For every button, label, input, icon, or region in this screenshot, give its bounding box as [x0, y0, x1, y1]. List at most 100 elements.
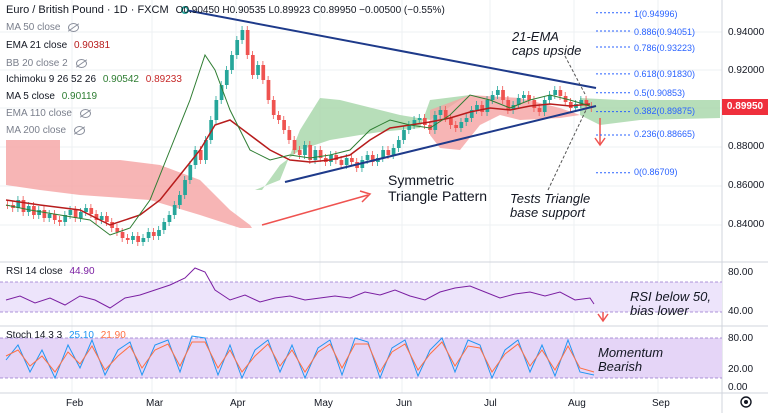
candle: [42, 210, 47, 218]
ichimoku-cloud-red-2: [430, 95, 580, 150]
candle: [292, 140, 297, 150]
candle: [183, 180, 187, 195]
stoch-legend[interactable]: Stoch 14 3 3 25.10 21.90: [6, 330, 126, 341]
hidden-eye-icon[interactable]: [79, 108, 91, 118]
indicator-ema110[interactable]: EMA 110 close: [6, 108, 91, 120]
candle: [490, 95, 495, 100]
candle: [37, 210, 41, 215]
rsi-band: [0, 282, 722, 312]
candle: [449, 118, 453, 125]
candle: [214, 100, 219, 120]
candle: [193, 150, 198, 165]
candle: [172, 205, 177, 215]
candle: [282, 120, 286, 130]
candle: [475, 105, 479, 110]
candle: [297, 150, 302, 155]
y-axis-label: 0.92000: [728, 65, 765, 76]
candle: [235, 40, 240, 55]
annotation-pattern: Symmetric Triangle Pattern: [388, 172, 488, 204]
candle: [219, 85, 224, 100]
candle: [417, 118, 422, 120]
x-axis-label: Jul: [484, 398, 497, 409]
settings-gear-icon[interactable]: [740, 396, 752, 408]
indicator-ma5[interactable]: MA 5 close 0.90119: [6, 91, 98, 102]
candle: [527, 95, 531, 100]
stoch-d-line: [5, 341, 595, 374]
x-axis-label: Mar: [146, 398, 164, 409]
hidden-eye-icon[interactable]: [73, 125, 85, 135]
candle: [313, 150, 318, 160]
y-axis-label: 0.84000: [728, 219, 765, 230]
candle: [230, 55, 234, 70]
candle: [16, 200, 21, 208]
candle: [407, 125, 412, 130]
candle: [334, 155, 339, 160]
candle: [344, 158, 349, 165]
hidden-eye-icon[interactable]: [68, 22, 80, 32]
candle: [391, 148, 396, 155]
candle: [141, 238, 146, 242]
indicator-ichimoku[interactable]: Ichimoku 9 26 52 26 0.90542 0.89233: [6, 74, 182, 85]
candle: [464, 118, 469, 122]
fib-label: 0.786(0.93223): [634, 43, 696, 53]
fib-label: 0.236(0.88665): [634, 129, 696, 139]
indicator-ma200[interactable]: MA 200 close: [6, 125, 85, 137]
x-axis-label: Apr: [230, 398, 246, 409]
triangle-lower-line: [284, 105, 597, 183]
indicator-ma50[interactable]: MA 50 close: [6, 22, 80, 34]
candle: [542, 100, 547, 112]
symbol-title[interactable]: Euro / British Pound · 1D · FXCM: [6, 4, 169, 16]
stoch-axis-label: 0.00: [728, 382, 748, 393]
candle: [548, 95, 552, 100]
candles: [6, 26, 594, 246]
candle: [204, 140, 208, 160]
x-axis-label: May: [314, 398, 333, 409]
candle: [495, 90, 500, 95]
candle: [224, 70, 229, 85]
candle: [558, 90, 563, 96]
candle: [469, 110, 474, 118]
stoch-axis-label: 20.00: [728, 364, 754, 375]
stoch-band: [0, 338, 722, 378]
x-axis-label: Sep: [652, 398, 670, 409]
candle: [396, 140, 401, 148]
candle: [26, 206, 31, 212]
candle: [308, 145, 313, 160]
candle: [266, 80, 271, 100]
indicator-ema21[interactable]: EMA 21 close 0.90381: [6, 40, 111, 51]
candle: [146, 232, 151, 238]
triangle-upper-line: [184, 9, 597, 89]
ma5-line: [5, 53, 591, 236]
grid: [0, 0, 722, 393]
candle: [178, 195, 182, 205]
x-axis-label: Jun: [396, 398, 413, 409]
fib-label: 0(0.86709): [634, 167, 678, 177]
candle: [271, 100, 276, 115]
candle: [443, 110, 448, 118]
candle: [105, 216, 109, 222]
rsi-axis-label: 80.00: [728, 267, 754, 278]
candle: [532, 100, 537, 108]
y-axis-label: 0.88000: [728, 141, 765, 152]
candle: [63, 215, 68, 222]
stoch-axis-label: 80.00: [728, 333, 754, 344]
candle: [412, 120, 417, 125]
candle: [318, 150, 323, 158]
candle: [131, 236, 135, 240]
indicator-bb20[interactable]: BB 20 close 2: [6, 58, 87, 70]
candle: [21, 200, 26, 212]
candle: [198, 150, 203, 160]
candle: [84, 208, 88, 212]
candle: [365, 155, 370, 160]
rsi-legend[interactable]: RSI 14 close 44.90: [6, 266, 95, 277]
candle: [99, 216, 104, 220]
ohlc-values: O0.90450 H0.90535 L0.89923 C0.89950 −0.0…: [175, 5, 445, 16]
y-axis-label: 0.94000: [728, 27, 765, 38]
current-price-tag: 0.89950: [722, 99, 768, 115]
pattern-arrow: [261, 194, 369, 226]
hidden-eye-icon[interactable]: [75, 58, 87, 68]
ema-pointer: [564, 55, 587, 97]
chart-header: Euro / British Pound · 1D · FXCM O0.9045…: [6, 4, 445, 16]
candle: [506, 100, 511, 110]
